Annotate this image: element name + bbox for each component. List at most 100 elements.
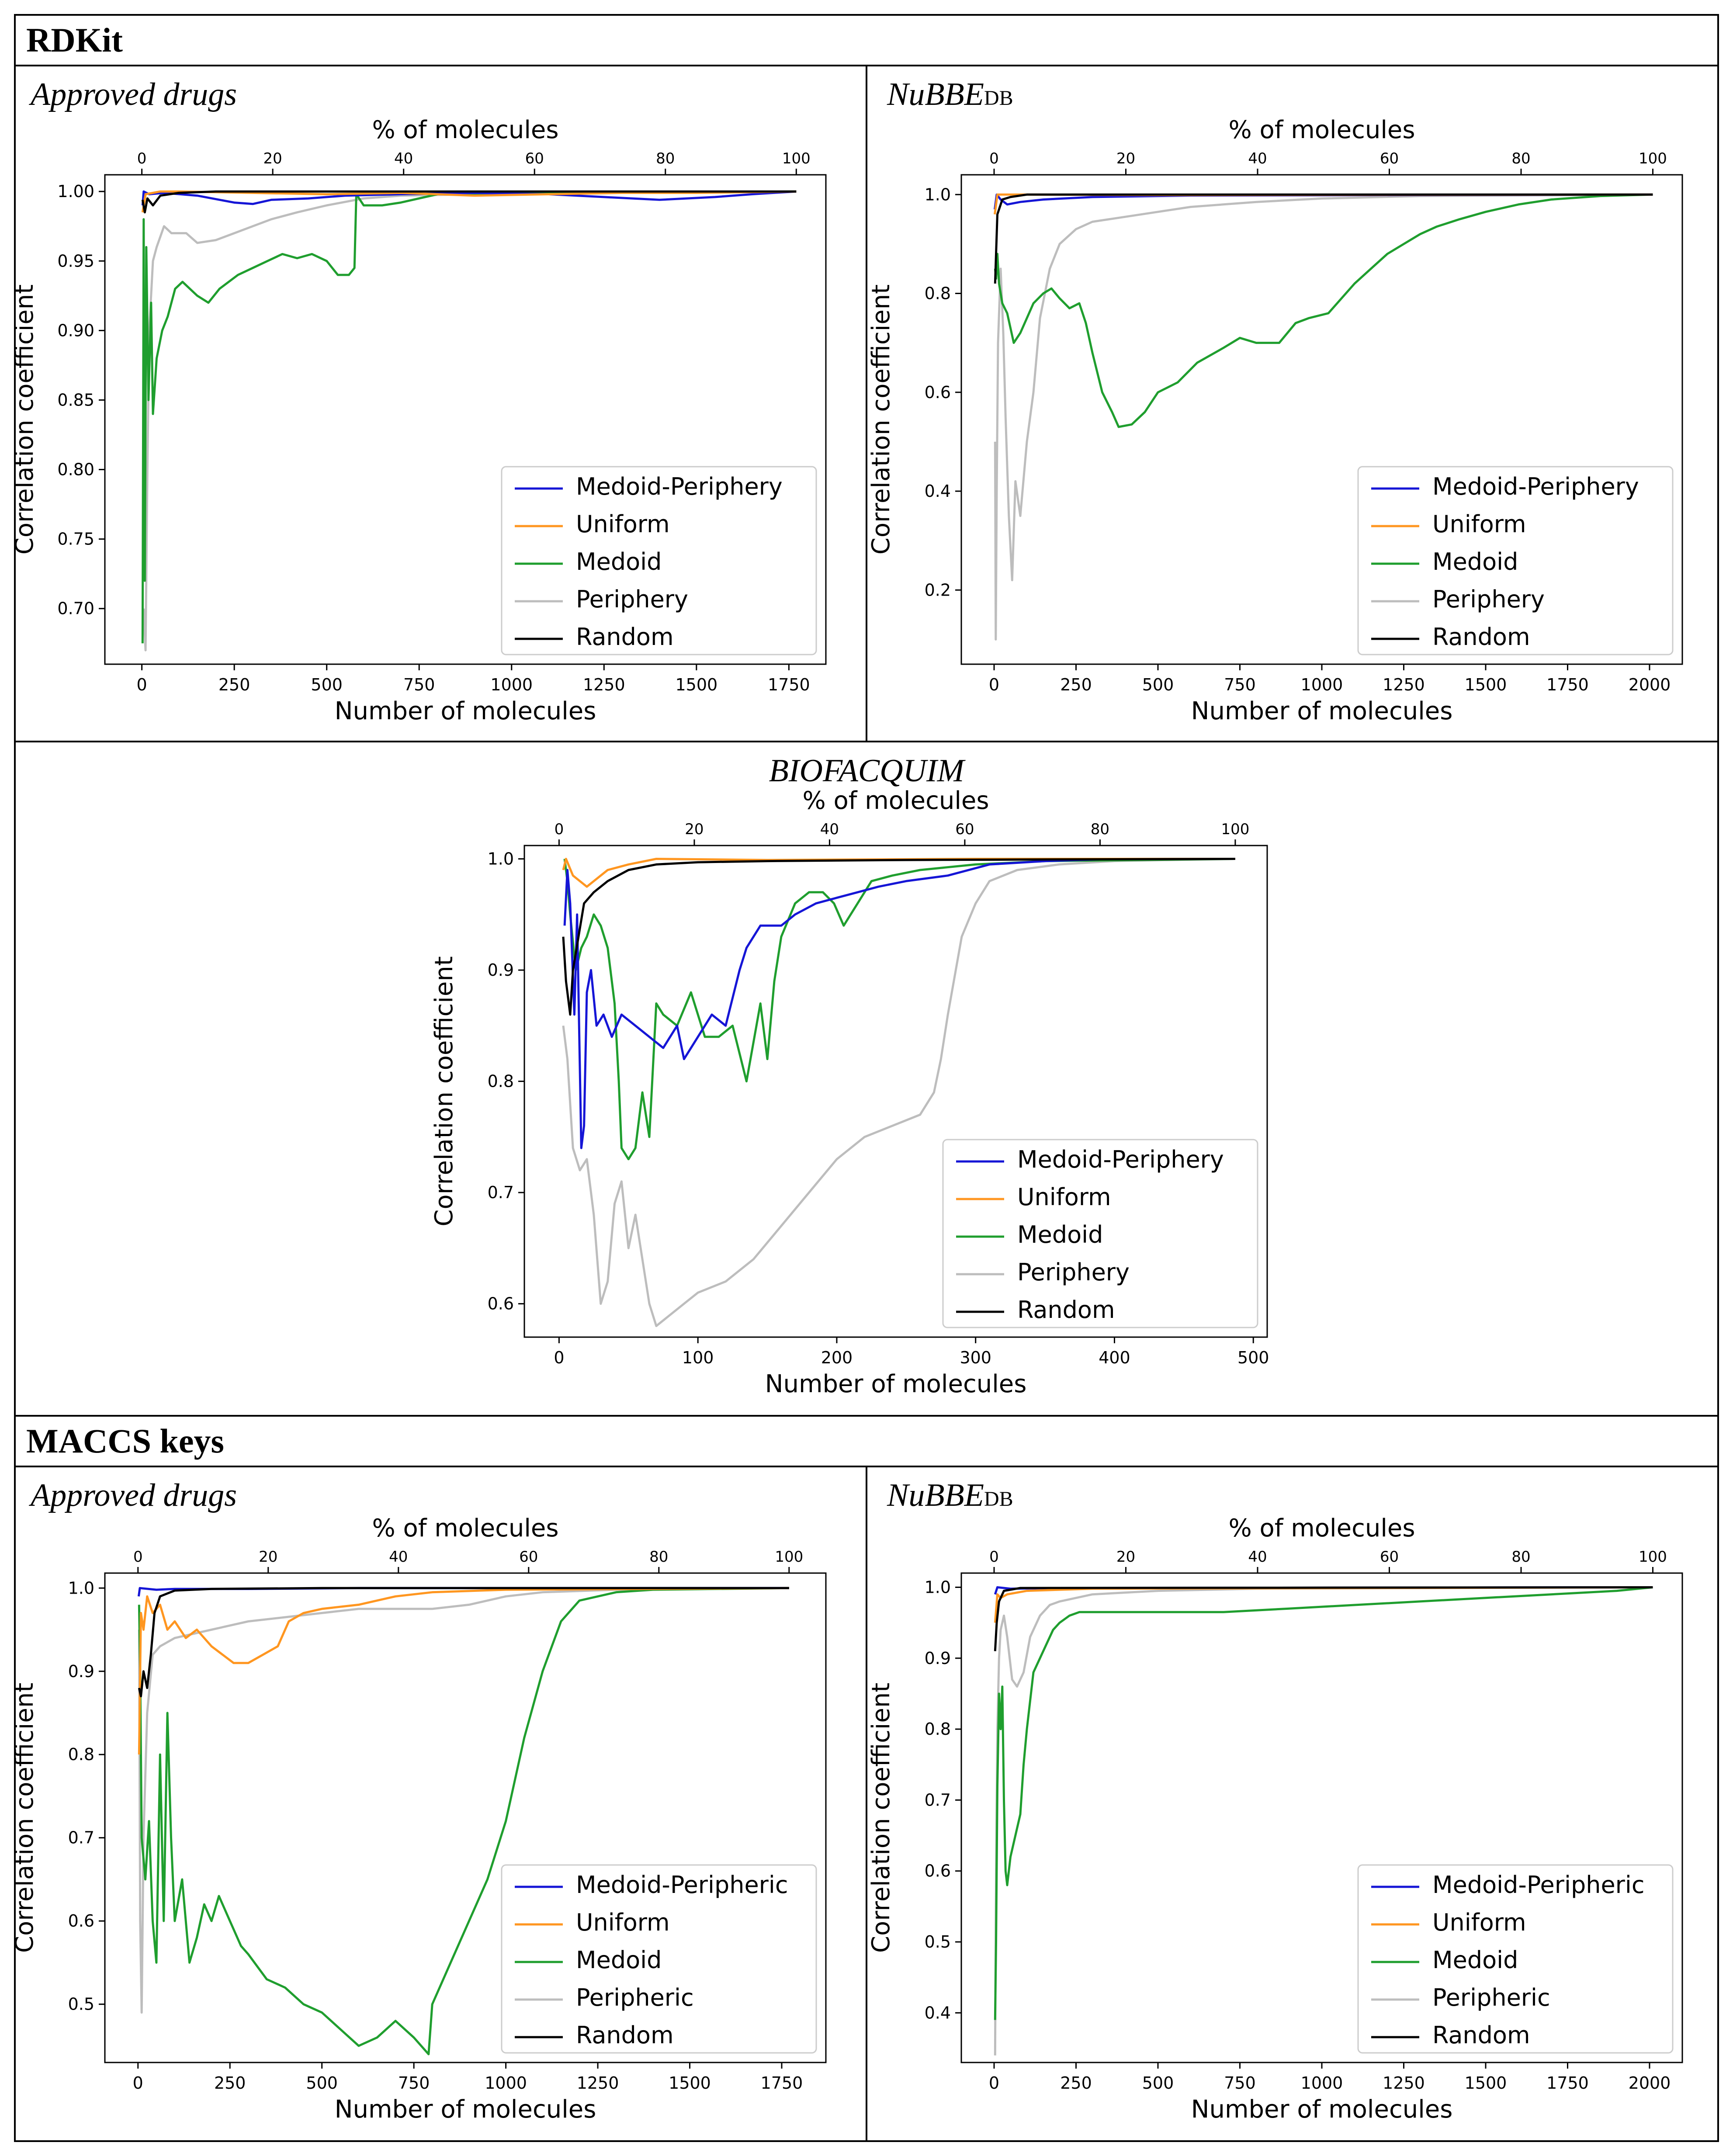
x-tick-label: 2000 bbox=[1629, 2073, 1671, 2093]
y-axis-label: Correlation coefficient bbox=[867, 1683, 895, 1953]
x-tick-label: 250 bbox=[218, 675, 250, 694]
y-tick-label: 0.70 bbox=[57, 599, 94, 618]
top-tick-label: 60 bbox=[525, 150, 544, 167]
legend-label: Medoid-Peripheric bbox=[1432, 1871, 1645, 1899]
top-tick-label: 80 bbox=[1511, 1548, 1530, 1566]
top-axis-label: % of molecules bbox=[372, 116, 558, 144]
table-frame bbox=[14, 14, 1719, 2142]
plot-area bbox=[104, 174, 827, 665]
y-axis-label: Correlation coefficient bbox=[430, 956, 458, 1227]
series-line-uniform bbox=[138, 1587, 789, 1755]
x-axis-label: Number of molecules bbox=[1191, 697, 1453, 725]
x-tick-label: 1250 bbox=[583, 675, 625, 694]
series-line-uniform bbox=[141, 190, 797, 213]
y-tick-label: 0.4 bbox=[925, 482, 951, 501]
plot-area bbox=[104, 1572, 827, 2063]
y-tick-label: 0.7 bbox=[925, 1790, 951, 1809]
top-tick-label: 0 bbox=[555, 821, 564, 838]
top-tick-label: 100 bbox=[782, 150, 811, 167]
top-tick-label: 20 bbox=[1116, 150, 1135, 167]
x-tick-label: 0 bbox=[133, 2073, 143, 2093]
x-tick-label: 250 bbox=[214, 2073, 246, 2093]
x-tick-label: 2000 bbox=[1629, 675, 1671, 694]
x-tick-label: 500 bbox=[311, 675, 343, 694]
top-tick-label: 80 bbox=[1511, 150, 1530, 167]
x-axis-label: Number of molecules bbox=[765, 1370, 1027, 1398]
top-tick-label: 20 bbox=[259, 1548, 277, 1566]
x-tick-label: 1500 bbox=[675, 675, 717, 694]
chart-maccs-approved-drugs: 0 250 500 750 1000 1250 1500 1750 0 20 40 60 80 100 0.… bbox=[10, 1514, 827, 2124]
y-tick-label: 0.95 bbox=[57, 251, 94, 270]
legend-label: Periphery bbox=[1017, 1258, 1130, 1286]
x-tick-label: 400 bbox=[1099, 1348, 1130, 1367]
series-line-random bbox=[138, 1587, 789, 1698]
y-tick-label: 0.6 bbox=[925, 1861, 951, 1881]
series-line-peripheric bbox=[994, 1586, 1653, 2055]
panel-title-rd-approved: Approved drugs bbox=[28, 76, 237, 112]
x-tick-label: 500 bbox=[1142, 675, 1174, 694]
top-axis-label: % of molecules bbox=[1228, 116, 1415, 144]
x-tick-label: 1500 bbox=[1465, 2073, 1507, 2093]
series-line-peripheric bbox=[138, 1587, 789, 2014]
y-axis-label: Correlation coefficient bbox=[10, 1683, 39, 1953]
x-axis-label: Number of molecules bbox=[335, 2095, 596, 2124]
top-tick-label: 20 bbox=[685, 821, 704, 838]
x-tick-label: 100 bbox=[682, 1348, 714, 1367]
chart-rdkit-biofacquim: 0 100 200 300 400 500 0 20 40 60 80 100 0.6 0.7 0.8 0.9… bbox=[430, 787, 1269, 1398]
y-tick-label: 0.5 bbox=[925, 1932, 951, 1951]
y-tick-label: 0.4 bbox=[925, 2003, 951, 2022]
legend-label: Random bbox=[576, 623, 674, 651]
top-tick-label: 20 bbox=[1116, 1548, 1135, 1566]
top-tick-label: 100 bbox=[1639, 1548, 1667, 1566]
panel-title-mc-nubbe: NuBBEDB bbox=[887, 1477, 1013, 1513]
series-line-medoid bbox=[563, 858, 1235, 1161]
series-line-random bbox=[994, 193, 1653, 284]
x-tick-label: 250 bbox=[1060, 675, 1092, 694]
top-tick-label: 80 bbox=[649, 1548, 668, 1566]
legend-label: Random bbox=[1432, 2021, 1530, 2049]
panel-title-mc-approved: Approved drugs bbox=[28, 1477, 237, 1513]
section-heading-rdkit: RDKit bbox=[26, 21, 123, 59]
top-tick-label: 40 bbox=[1248, 1548, 1267, 1566]
x-tick-label: 1250 bbox=[1383, 2073, 1425, 2093]
legend bbox=[501, 1864, 817, 2054]
series-line-medoid bbox=[141, 190, 797, 644]
top-tick-label: 0 bbox=[137, 150, 147, 167]
y-axis-label: Correlation coefficient bbox=[10, 284, 39, 555]
series-line-medoid-periphery bbox=[563, 858, 1235, 1149]
y-tick-label: 1.00 bbox=[57, 182, 94, 201]
y-tick-label: 0.9 bbox=[488, 960, 514, 980]
series-line-random bbox=[562, 858, 1235, 1016]
legend-label: Uniform bbox=[1432, 1909, 1526, 1936]
x-tick-label: 1250 bbox=[577, 2073, 619, 2093]
x-tick-label: 1000 bbox=[485, 2073, 527, 2093]
top-axis-label: % of molecules bbox=[372, 1514, 558, 1542]
series-line-medoid bbox=[994, 193, 1653, 428]
y-tick-label: 0.6 bbox=[68, 1911, 94, 1931]
legend-label: Medoid bbox=[1432, 548, 1518, 575]
x-tick-label: 0 bbox=[989, 675, 999, 694]
x-tick-label: 250 bbox=[1060, 2073, 1092, 2093]
x-tick-label: 500 bbox=[1237, 1348, 1269, 1367]
series-line-medoid bbox=[994, 1586, 1653, 2020]
legend-label: Random bbox=[576, 2021, 674, 2049]
legend-label: Random bbox=[1017, 1296, 1115, 1324]
legend-label: Uniform bbox=[576, 1909, 670, 1936]
legend-label: Medoid-Periphery bbox=[1017, 1146, 1224, 1173]
x-tick-label: 750 bbox=[403, 675, 435, 694]
legend-label: Peripheric bbox=[1432, 1984, 1550, 2011]
legend-label: Medoid-Periphery bbox=[576, 473, 783, 500]
legend-label: Uniform bbox=[1017, 1183, 1111, 1211]
x-tick-label: 0 bbox=[989, 2073, 999, 2093]
top-tick-label: 100 bbox=[1639, 150, 1667, 167]
chart-rdkit-nubbedb: 0 250 500 750 1000 1250 1500 1750 2000 0 20 40 60 80 1… bbox=[867, 116, 1683, 725]
y-tick-label: 0.2 bbox=[925, 580, 951, 600]
panel-title-rd-biofacquim: BIOFACQUIM bbox=[769, 753, 966, 789]
x-tick-label: 1000 bbox=[1301, 675, 1343, 694]
y-axis-label: Correlation coefficient bbox=[867, 284, 895, 555]
x-tick-label: 1750 bbox=[761, 2073, 803, 2093]
y-tick-label: 0.6 bbox=[488, 1294, 514, 1314]
y-tick-label: 0.5 bbox=[68, 1995, 94, 2014]
y-tick-label: 0.9 bbox=[925, 1649, 951, 1668]
